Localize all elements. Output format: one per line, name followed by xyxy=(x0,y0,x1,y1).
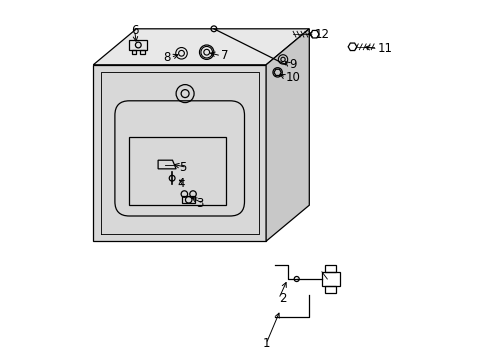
Bar xyxy=(321,272,339,286)
Text: 12: 12 xyxy=(314,28,329,41)
Bar xyxy=(129,137,226,205)
Text: 2: 2 xyxy=(278,292,285,305)
Polygon shape xyxy=(265,29,309,241)
Bar xyxy=(129,40,147,50)
Text: 11: 11 xyxy=(377,42,392,55)
Text: 9: 9 xyxy=(289,58,296,71)
Text: 10: 10 xyxy=(285,71,300,84)
Polygon shape xyxy=(93,29,309,65)
Bar xyxy=(325,286,336,293)
Polygon shape xyxy=(93,65,265,241)
Text: 6: 6 xyxy=(131,24,138,37)
Text: 3: 3 xyxy=(195,197,203,210)
Text: 4: 4 xyxy=(177,177,185,190)
Bar xyxy=(325,265,336,272)
Text: 5: 5 xyxy=(179,161,186,174)
Bar xyxy=(182,196,195,203)
Bar xyxy=(140,50,144,54)
Text: 7: 7 xyxy=(221,49,228,62)
Text: 1: 1 xyxy=(262,337,269,350)
Bar xyxy=(132,50,136,54)
Text: 8: 8 xyxy=(163,51,170,64)
